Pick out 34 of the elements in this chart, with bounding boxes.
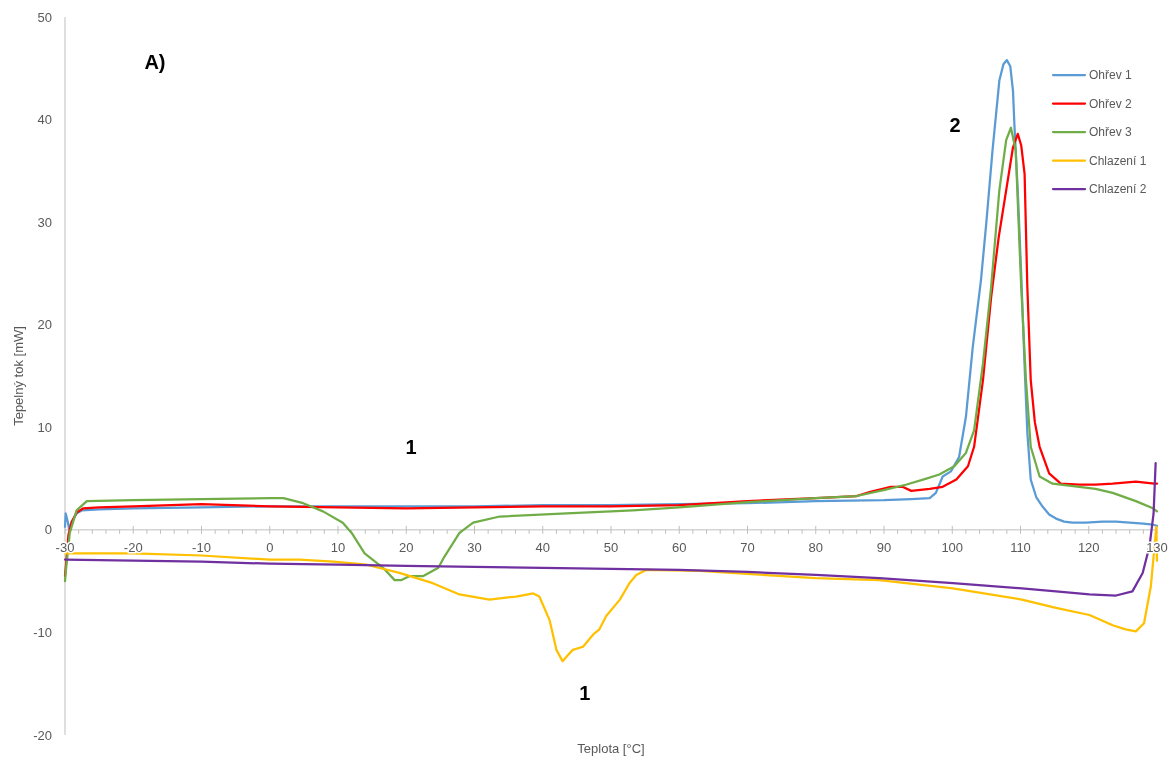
x-tick-label: -20 — [123, 540, 143, 556]
y-axis-title: Tepelný tok [mW] — [10, 326, 26, 426]
legend-label: Chlazení 1 — [1089, 153, 1147, 168]
x-tick-label: 30 — [467, 540, 482, 556]
x-tick-label: 10 — [330, 540, 346, 556]
legend-label: Ohřev 3 — [1089, 125, 1133, 139]
y-tick-label: 40 — [37, 112, 52, 128]
legend-label: Ohřev 1 — [1089, 68, 1133, 82]
y-tick-label: -20 — [33, 727, 52, 743]
x-axis-title: Teplota [°C] — [577, 740, 645, 756]
annotation: A) — [144, 51, 166, 74]
x-tick-label: 110 — [1010, 540, 1031, 556]
x-tick-label: 40 — [535, 540, 550, 556]
annotation: 1 — [579, 681, 591, 704]
x-tick-label: 90 — [876, 540, 892, 556]
x-tick-label: 0 — [266, 540, 274, 556]
x-tick-label: 20 — [399, 540, 414, 556]
x-tick-label: 50 — [603, 540, 619, 556]
legend-label: Ohřev 2 — [1089, 96, 1133, 111]
annotation: 2 — [949, 113, 961, 136]
y-tick-label: 0 — [44, 522, 52, 538]
x-tick-label: -10 — [192, 540, 211, 556]
y-tick-label: 30 — [37, 214, 52, 230]
y-tick-label: -10 — [33, 624, 52, 640]
legend-label: Chlazení 2 — [1089, 182, 1147, 196]
y-tick-label: 10 — [37, 419, 52, 435]
x-tick-label: 80 — [808, 540, 823, 556]
x-tick-label: 70 — [740, 540, 755, 556]
annotation: 1 — [405, 436, 417, 459]
x-tick-label: 60 — [672, 540, 687, 556]
x-tick-label: 120 — [1077, 540, 1100, 556]
y-tick-label: 50 — [37, 9, 52, 25]
x-tick-label: 100 — [941, 540, 964, 556]
y-tick-label: 20 — [37, 317, 52, 333]
